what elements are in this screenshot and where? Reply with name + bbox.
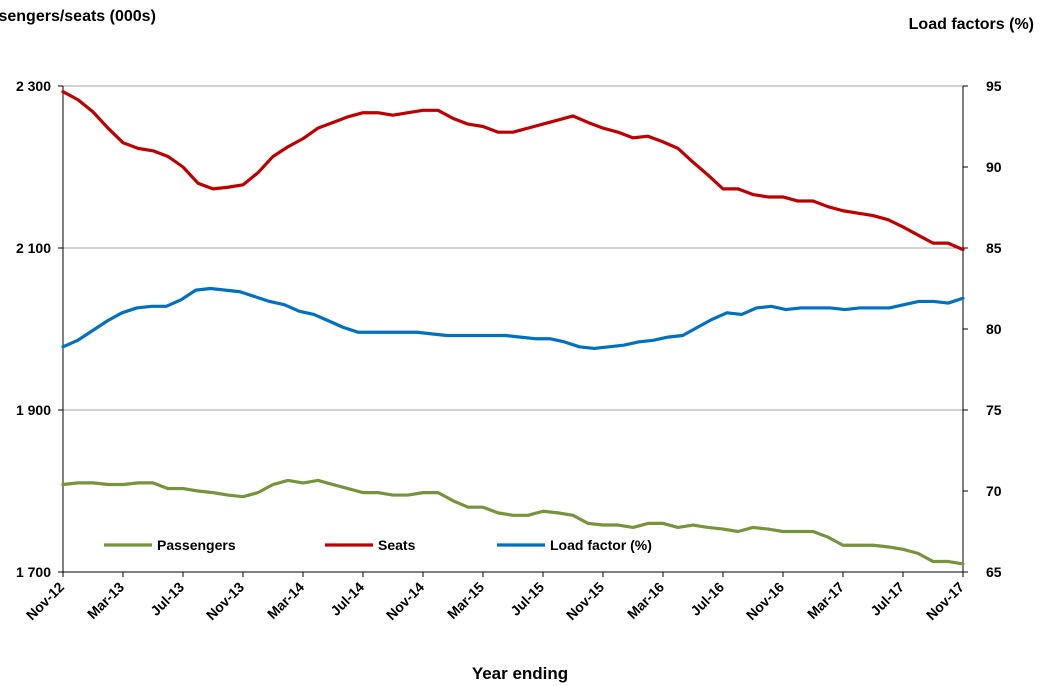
seats-line [61, 90, 965, 252]
x-tick-label: Jul-15 [507, 579, 547, 619]
x-tick-label: Mar-14 [264, 579, 307, 622]
x-axis-title: Year ending [471, 664, 569, 683]
legend-label-seats: Seats [378, 537, 416, 553]
passengers-line [61, 478, 965, 566]
left-axis-title: Passengers/seats (000s) [0, 8, 156, 25]
x-tick-label: Nov-13 [203, 579, 247, 623]
left-tick-label: 1 700 [16, 564, 51, 580]
right-tick-label: 70 [986, 483, 1002, 499]
x-tick-label: Jul-13 [147, 579, 187, 619]
x-tick-label: Nov-14 [383, 579, 427, 623]
legend: Passengers Seats Load factor (%) [104, 537, 652, 553]
legend-label-load-factor: Load factor (%) [550, 537, 652, 553]
series-lines [61, 90, 965, 566]
x-tick-label: Mar-13 [84, 579, 127, 622]
left-tick-label: 2 100 [16, 240, 51, 256]
right-tick-label: 95 [986, 78, 1002, 94]
x-tick-label: Mar-16 [624, 579, 667, 622]
load-factor-line [61, 286, 965, 351]
gridlines [63, 85, 963, 411]
x-tick-label: Nov-15 [563, 579, 607, 623]
x-tick-label: Nov-17 [923, 579, 967, 623]
x-tick-label: Mar-15 [444, 579, 487, 622]
x-tick-label: Jul-17 [867, 579, 907, 619]
left-tick-label: 2 300 [16, 78, 51, 94]
legend-label-passengers: Passengers [157, 537, 236, 553]
right-tick-label: 85 [986, 240, 1002, 256]
x-tick-label: Mar-17 [804, 579, 847, 622]
right-axis-title: Load factors (%) [908, 16, 1034, 33]
right-tick-label: 75 [986, 402, 1002, 418]
right-tick-label: 90 [986, 159, 1002, 175]
x-tick-label: Nov-12 [23, 579, 67, 623]
x-tick-label: Nov-16 [743, 579, 787, 623]
x-tick-label: Jul-14 [327, 579, 367, 619]
left-tick-label: 1 900 [16, 402, 51, 418]
right-tick-label: 65 [986, 564, 1002, 580]
right-tick-label: 80 [986, 321, 1002, 337]
x-tick-label: Jul-16 [687, 579, 727, 619]
